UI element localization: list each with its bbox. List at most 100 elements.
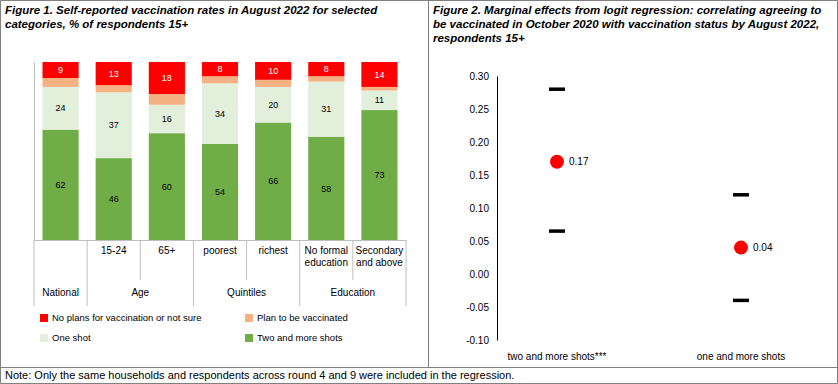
legend-label: One shot — [52, 332, 91, 343]
x-tick-label: richest — [258, 245, 288, 256]
text-line: be vaccinated in October 2020 with vacci… — [433, 18, 819, 30]
axis-separator — [352, 240, 353, 280]
x-tick-label: Secondaryand above — [356, 245, 404, 268]
legend: No plans for vaccination or not sure Plan… — [40, 312, 348, 343]
frame — [1, 1, 838, 384]
x-tick: poorest — [203, 245, 237, 256]
y-tick: 0.00 — [470, 269, 497, 280]
points — [549, 89, 749, 300]
data-label: 13 — [109, 69, 119, 79]
data-label: 73 — [374, 170, 384, 180]
x-tick: 15-24 — [101, 245, 127, 256]
y-tick: 0.30 — [470, 71, 497, 82]
text-line: Secondary — [356, 245, 404, 256]
text-line: National — [42, 287, 79, 298]
data-label: 34 — [215, 109, 225, 119]
frame-line — [0, 1, 1, 384]
text-line: Figure 1. Self-reported vaccination rate… — [5, 4, 378, 16]
point — [550, 155, 564, 169]
legend-swatch — [40, 334, 48, 342]
bar-segment — [43, 62, 79, 78]
error-cap — [549, 87, 565, 91]
data-label: 11 — [375, 95, 384, 105]
legend-item: Two and more shots — [245, 332, 343, 343]
error-cap — [733, 299, 749, 303]
data-label: 8 — [217, 64, 222, 74]
group-label: Age — [131, 287, 149, 298]
axis-separator — [34, 240, 35, 306]
x-axis: National 15-24 65+ poorest richest No formale… — [34, 240, 407, 306]
x-tick-label: National — [42, 287, 79, 298]
x-tick: National — [42, 287, 79, 298]
bar-segment — [308, 82, 344, 137]
text-line: respondents 15+ — [433, 32, 525, 44]
axis-separators — [34, 240, 406, 306]
text-line: 65+ — [158, 245, 175, 256]
data-label: 62 — [56, 180, 66, 190]
data-label: 46 — [109, 194, 119, 204]
frame-line — [1, 0, 838, 1]
bar-segment — [361, 87, 397, 91]
y-tick-label: 0.25 — [470, 104, 490, 115]
y-tick: 0.15 — [470, 170, 497, 181]
data-label: 0.04 — [753, 242, 773, 253]
frame-line — [428, 1, 429, 368]
group-label: Quintiles — [227, 287, 266, 298]
x-category-labels: two and more shots***one and more shots — [508, 351, 786, 362]
bar-segment — [96, 85, 132, 92]
bar-segment — [361, 62, 397, 87]
data-label: 8 — [324, 64, 329, 74]
legend-label: No plans for vaccination or not sure — [52, 312, 201, 323]
page: Figure 1. Self-reported vaccination rate… — [0, 0, 838, 384]
bar-segment — [308, 137, 344, 240]
bar-segment — [43, 87, 79, 130]
y-axis: -0.10-0.050.000.050.100.150.200.250.30 — [466, 71, 497, 346]
y-axis-line — [34, 63, 35, 241]
data-label: 31 — [321, 104, 331, 114]
frame-line — [837, 1, 838, 384]
axis-separator — [193, 240, 194, 306]
bar-segment — [96, 92, 132, 158]
bar-segment — [149, 105, 185, 133]
data-label: 54 — [215, 187, 225, 197]
legend-item: No plans for vaccination or not sure — [40, 312, 201, 323]
y-tick-label: 0.30 — [470, 71, 490, 82]
bar-segment — [308, 76, 344, 81]
chart-svg: Figure 1. Self-reported vaccination rate… — [0, 0, 838, 384]
text-line: poorest — [203, 245, 237, 256]
bar-segment — [202, 76, 238, 83]
x-tick-label: two and more shots*** — [508, 351, 607, 362]
bar-segment — [255, 62, 291, 80]
y-tick: 0.05 — [470, 236, 497, 247]
y-tick: 0.25 — [470, 104, 497, 115]
data-label: 24 — [56, 103, 66, 113]
data-label: 58 — [321, 184, 331, 194]
y-tick: 0.20 — [470, 137, 497, 148]
x-tick: No formaleducation — [305, 245, 348, 268]
axis-separator — [406, 240, 407, 306]
bars — [43, 62, 398, 240]
data-label: 10 — [268, 66, 278, 76]
legend-swatch — [40, 314, 48, 322]
bar-segment — [96, 62, 132, 85]
bar-segment — [361, 110, 397, 240]
data-label: 66 — [268, 176, 278, 186]
bar-segment — [255, 87, 291, 123]
y-tick-label: 0.05 — [470, 236, 490, 247]
chart-title: Figure 1. Self-reported vaccination rate… — [5, 4, 378, 30]
bar-segment — [255, 123, 291, 240]
y-tick-label: 0.15 — [470, 170, 490, 181]
frame-line — [1, 383, 838, 384]
legend-label: Plan to be vaccinated — [257, 312, 348, 323]
legend-swatch — [245, 334, 253, 342]
bar-segment — [308, 62, 344, 76]
y-tick-label: -0.05 — [466, 302, 489, 313]
text-line: categories, % of respondents 15+ — [5, 18, 188, 30]
text-line: and above — [356, 257, 403, 268]
x-tick: Secondaryand above — [356, 245, 404, 268]
x-tick: 65+ — [158, 245, 175, 256]
data-label: 60 — [162, 182, 172, 192]
data-labels: 0.170.04 — [569, 156, 773, 253]
error-cap — [549, 229, 565, 233]
error-cap — [733, 193, 749, 197]
